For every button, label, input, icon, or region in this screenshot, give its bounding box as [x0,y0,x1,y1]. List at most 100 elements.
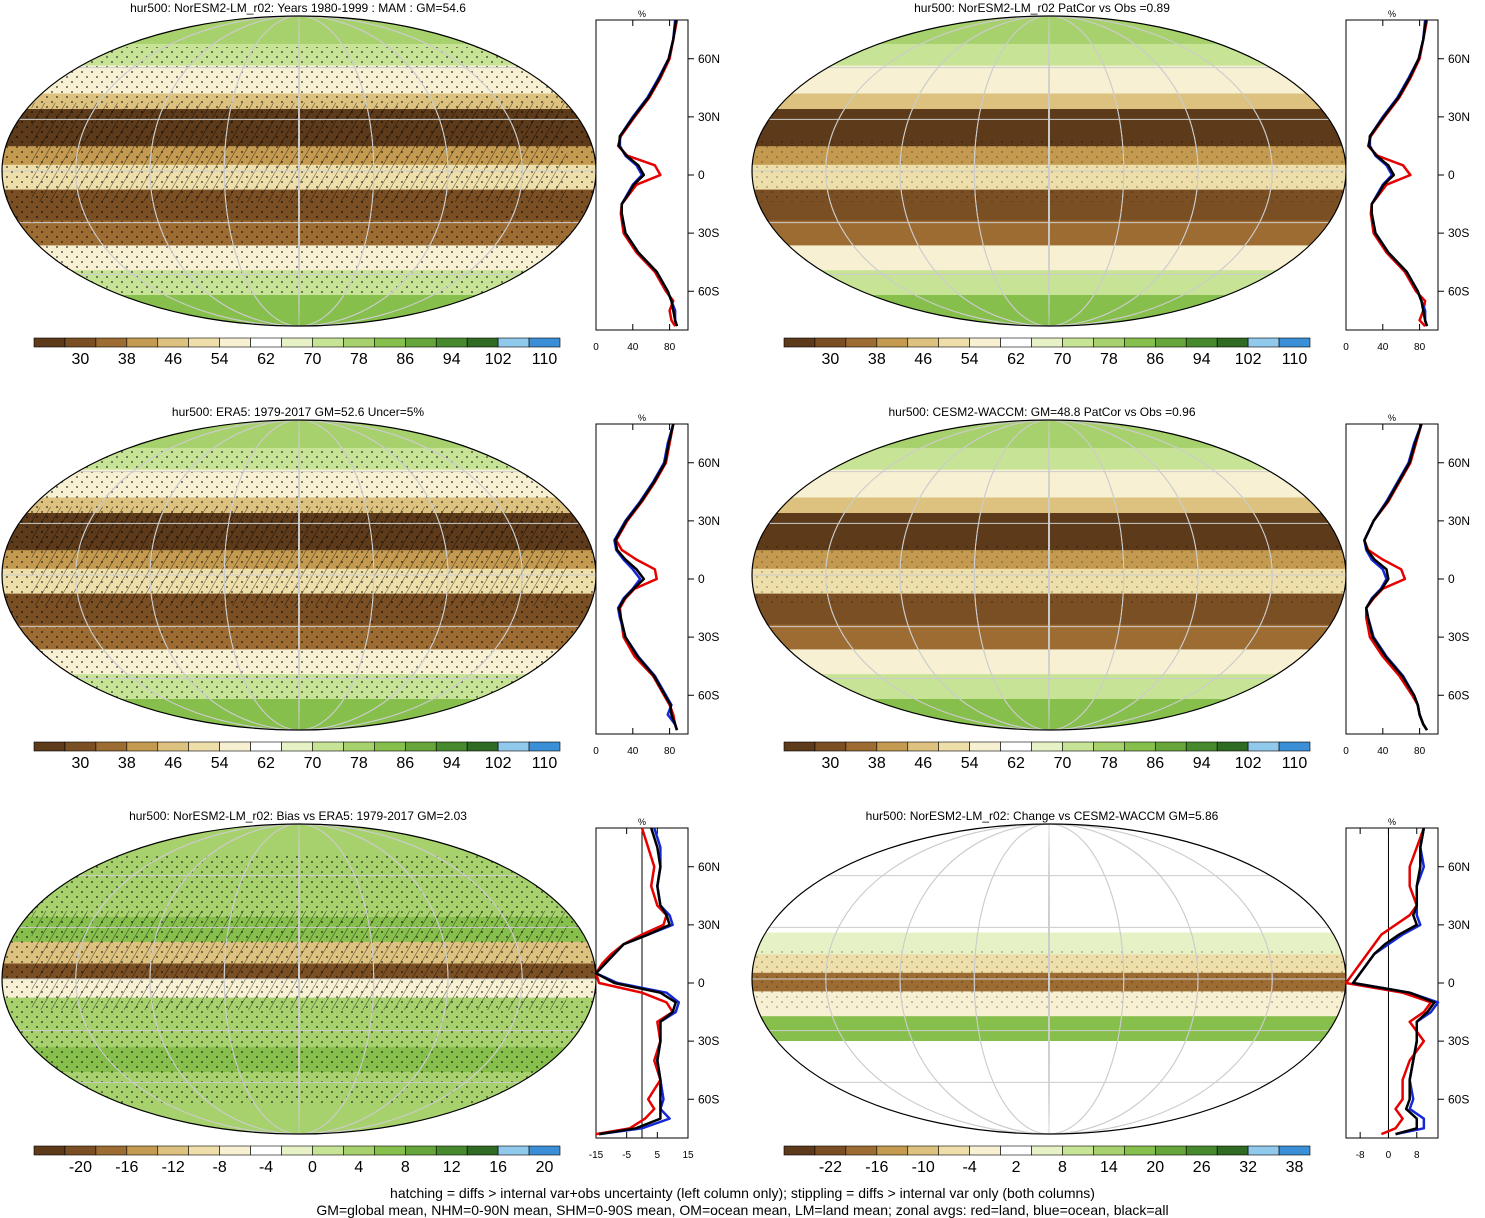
y-tick-label: 30N [698,514,720,528]
colorbar-swatch [466,741,499,752]
x-tick-label: 80 [664,746,676,757]
colorbar-swatch [814,337,847,348]
colorbar-label: 86 [1146,351,1164,368]
panel-title-4: hur500: CESM2-WACCM: GM=48.8 PatCor vs O… [888,405,1196,419]
graticule-lon [223,824,375,1134]
colorbar-label: 110 [1282,351,1308,368]
y-tick-label: 60N [698,456,720,470]
graticule-lon [149,824,449,1134]
y-tick-label: 30S [698,1034,719,1048]
graticule-lon [973,420,1125,730]
x-tick-label: 40 [1377,342,1389,353]
y-tick-label: 30S [698,630,719,644]
colorbar-label: 46 [164,755,182,772]
colorbar-swatch [1124,741,1156,752]
colorbar-swatch [1062,741,1094,752]
graticule-lon [899,16,1199,326]
colorbar-swatch [312,337,344,348]
x-tick-label: -8 [1356,1150,1365,1161]
colorbar-swatch [1031,1145,1063,1156]
y-tick-label: 0 [698,976,705,990]
colorbar-swatch [497,741,530,752]
colorbar-swatch [1247,1145,1280,1156]
colorbar-swatch [1000,741,1032,752]
colorbar-swatch [497,1145,530,1156]
colorbar-label: -12 [162,1159,185,1176]
x-tick-label: 15 [682,1150,694,1161]
zonal-profile-1: 0 40 80% 60N 30N 0 30S 60S [593,9,720,353]
colorbar-swatch [783,337,816,348]
colorbar-label: 110 [532,755,558,772]
colorbar-swatch [1093,741,1125,752]
colorbar-label: 62 [1007,351,1025,368]
y-tick-label: 60N [1448,860,1470,874]
series-line-all [594,827,677,1136]
colorbar-swatch [969,1145,1001,1156]
colorbar-swatch [497,337,530,348]
colorbar-label: 38 [118,351,136,368]
graticule-lon [1048,824,1050,1134]
x-tick-label: 0 [1386,1150,1392,1161]
colorbar-swatch [404,337,437,348]
x-tick-label: 40 [627,746,639,757]
x-axis-label: % [1388,817,1396,827]
colorbar-swatch [1278,1145,1311,1156]
colorbar-swatch [1247,741,1280,752]
colorbar-swatch [969,741,1001,752]
colorbar-swatch [1247,337,1280,348]
colorbar-swatch [95,741,128,752]
colorbar-label: 54 [961,351,979,368]
colorbar-swatch [33,741,66,752]
colorbar-label: 14 [1100,1159,1118,1176]
x-tick-label: 80 [664,342,676,353]
colorbar-swatch [1124,1145,1156,1156]
colorbar-label: 78 [1100,351,1118,368]
colorbar-swatch [435,337,468,348]
x-tick-label: 8 [1414,1150,1420,1161]
graticule-lon [298,824,300,1134]
graticule-lon [825,824,1273,1134]
colorbar-label: 0 [308,1159,317,1176]
colorbar-swatch [343,1145,375,1156]
colorbar-swatch [64,1145,97,1156]
colorbar-label: -4 [259,1159,273,1176]
colorbar-label: 94 [443,755,461,772]
colorbar-swatch [1093,1145,1125,1156]
colorbar-label: 102 [485,755,512,772]
colorbar-swatch [845,337,878,348]
colorbar-swatch [33,1145,66,1156]
colorbar-swatch [219,1145,251,1156]
x-axis-label: % [1388,413,1396,423]
colorbar-label: 78 [350,351,368,368]
colorbar-swatch [157,337,190,348]
colorbar-label: 102 [1235,351,1262,368]
series-line-all [614,423,679,731]
x-tick-label: 80 [1414,746,1426,757]
colorbar-label: 38 [868,351,886,368]
colorbar-swatch [1216,741,1249,752]
y-tick-label: 0 [698,168,705,182]
colorbar-swatch [157,1145,190,1156]
colorbar-swatch [250,337,282,348]
x-tick-label: 0 [593,342,599,353]
colorbar-label: -10 [912,1159,935,1176]
footer-line-2: GM=global mean, NHM=0-90N mean, SHM=0-90… [316,1202,1169,1218]
x-tick-label: -15 [589,1150,604,1161]
colorbar-swatch [126,741,159,752]
x-tick-label: 5 [655,1150,661,1161]
colorbar-label: 94 [1193,755,1211,772]
graticule-lon [1048,420,1050,730]
colorbar-swatch [404,741,437,752]
colorbar-swatch [188,337,220,348]
colorbar-swatch [1278,741,1311,752]
y-tick-label: 30N [1448,514,1470,528]
colorbar-swatch [783,1145,816,1156]
colorbar-swatch [1216,337,1249,348]
colorbar-label: 12 [443,1159,461,1176]
graticule-lon [973,16,1125,326]
colorbar-2: 30 38 46 54 62 70 78 86 94 102 110 [783,337,1311,368]
colorbar-label: 8 [1058,1159,1067,1176]
zonal-profile-6: -8 0 8% 60N 30N 0 30S 60S [1344,817,1470,1161]
colorbar-swatch [528,337,561,348]
colorbar-swatch [374,1145,406,1156]
